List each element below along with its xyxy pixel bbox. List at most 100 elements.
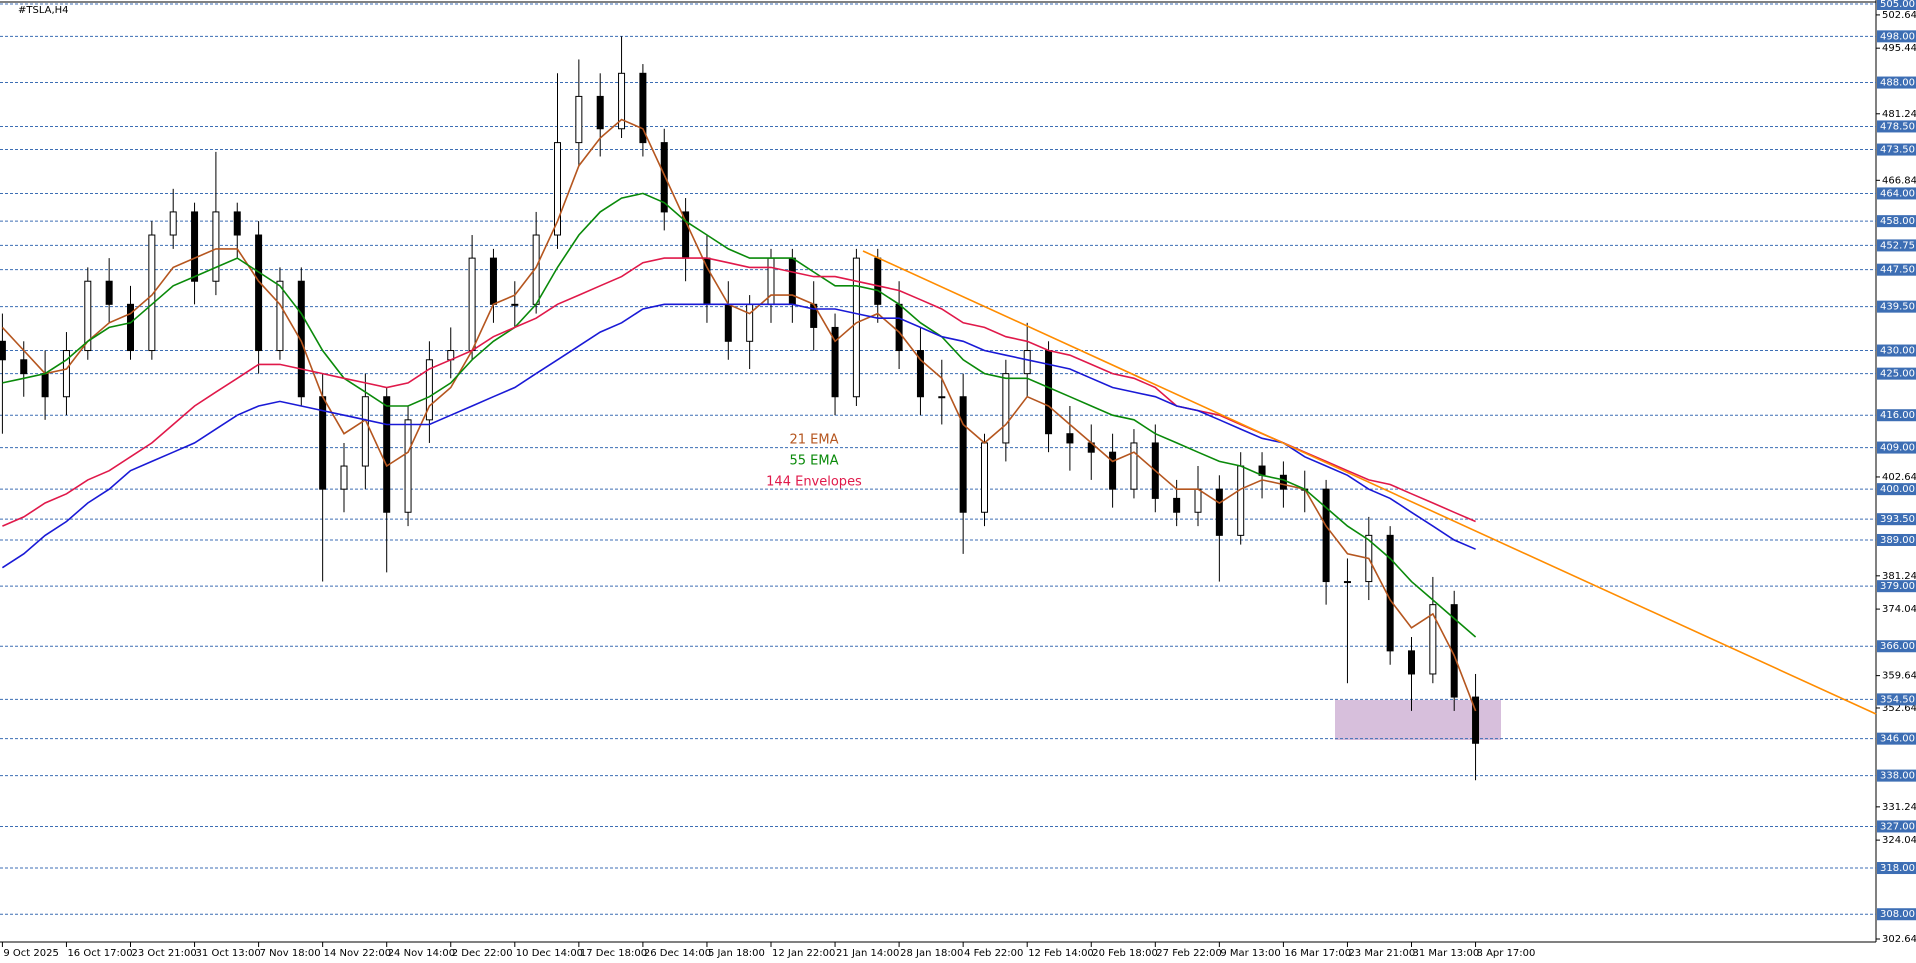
candle-body xyxy=(297,280,305,398)
level-label: 346.00 xyxy=(1880,734,1915,745)
candle-body xyxy=(233,211,241,236)
y-tick-label: 331.24 xyxy=(1882,802,1916,813)
candle-body xyxy=(212,211,220,282)
candle-body xyxy=(1279,474,1287,490)
candle-body xyxy=(1343,581,1351,584)
level-label-bg xyxy=(1877,769,1916,782)
level-label-bg xyxy=(1877,344,1916,357)
x-tick-label: 9 Mar 13:00 xyxy=(1220,948,1280,959)
level-label: 458.00 xyxy=(1880,216,1915,227)
legend-label: 55 EMA xyxy=(790,454,839,469)
y-tick-label: 352.64 xyxy=(1882,703,1916,714)
candle-body xyxy=(746,303,754,342)
candle-body xyxy=(1215,488,1223,536)
candle-body xyxy=(383,396,391,513)
x-tick-label: 21 Jan 14:00 xyxy=(836,948,899,959)
candle-body xyxy=(703,257,711,305)
level-label-bg xyxy=(1877,483,1916,496)
candle-body xyxy=(831,326,839,398)
candle-body xyxy=(41,373,49,398)
ma-line xyxy=(2,192,1477,638)
candle-body xyxy=(1429,604,1437,675)
level-label-bg xyxy=(1877,580,1916,593)
y-tick-label: 466.84 xyxy=(1882,175,1916,186)
candle-body xyxy=(276,280,284,352)
x-tick-label: 23 Mar 21:00 xyxy=(1348,948,1415,959)
candle-body xyxy=(852,257,860,398)
candle-body xyxy=(575,95,583,144)
x-tick-label: 8 Apr 17:00 xyxy=(1477,948,1536,959)
level-label-bg xyxy=(1877,441,1916,454)
candle-body xyxy=(1322,488,1330,583)
candle-body xyxy=(84,280,92,352)
level-label-bg xyxy=(1877,30,1916,43)
x-tick-label: 2 Dec 22:00 xyxy=(452,948,513,959)
level-label-bg xyxy=(1877,640,1916,653)
x-tick-label: 20 Feb 18:00 xyxy=(1092,948,1158,959)
candle-body xyxy=(468,257,476,352)
x-tick-label: 28 Jan 18:00 xyxy=(900,948,963,959)
candle-body xyxy=(981,442,988,513)
y-tick-label: 481.24 xyxy=(1882,109,1916,120)
level-label-bg xyxy=(1877,732,1916,745)
level-label: 416.00 xyxy=(1880,410,1915,421)
level-label: 478.50 xyxy=(1880,121,1915,132)
candle-body xyxy=(554,142,561,236)
level-label: 425.00 xyxy=(1880,369,1915,380)
x-tick-label: 5 Jan 18:00 xyxy=(708,948,765,959)
candle-body xyxy=(1002,373,1010,444)
trendline xyxy=(862,250,1877,715)
candle-body xyxy=(959,396,967,513)
x-tick-label: 12 Feb 14:00 xyxy=(1028,948,1094,959)
x-tick-label: 24 Nov 14:00 xyxy=(388,948,455,959)
level-label-bg xyxy=(1877,120,1916,133)
level-label-bg xyxy=(1877,908,1916,921)
level-label: 366.00 xyxy=(1880,641,1915,652)
candle-body xyxy=(1237,465,1245,536)
level-label-bg xyxy=(1877,143,1916,156)
level-label-bg xyxy=(1877,215,1916,228)
y-tick-label: 381.24 xyxy=(1882,571,1916,582)
level-label: 379.00 xyxy=(1880,581,1915,592)
level-label: 439.50 xyxy=(1880,302,1915,313)
candle-body xyxy=(724,303,732,342)
y-tick-label: 302.64 xyxy=(1882,934,1916,945)
level-label-bg xyxy=(1877,513,1916,526)
x-tick-label: 10 Dec 14:00 xyxy=(516,948,583,959)
candle-body xyxy=(340,465,348,490)
candle-body xyxy=(148,234,156,352)
level-label: 498.00 xyxy=(1880,31,1915,42)
candle-body xyxy=(1109,451,1117,490)
legend-label: 144 Envelopes xyxy=(766,475,862,490)
level-label-bg xyxy=(1877,239,1916,252)
x-tick-label: 23 Oct 21:00 xyxy=(132,948,197,959)
candle-body xyxy=(361,396,369,467)
candle-body xyxy=(127,303,134,352)
y-tick-label: 324.04 xyxy=(1882,835,1916,846)
x-tick-label: 31 Mar 13:00 xyxy=(1413,948,1480,959)
x-tick-label: 4 Feb 22:00 xyxy=(964,948,1023,959)
y-tick-label: 359.64 xyxy=(1882,671,1916,682)
candle-body xyxy=(1130,442,1138,490)
candle-body xyxy=(788,257,796,305)
candle-body xyxy=(425,359,433,421)
chart-title: #TSLA,H4 xyxy=(18,5,69,16)
candle-body xyxy=(20,359,28,375)
candle-body xyxy=(1194,488,1202,513)
x-tick-label: 27 Feb 22:00 xyxy=(1156,948,1222,959)
candle-body xyxy=(489,257,497,305)
ma-line xyxy=(1,303,1476,569)
candle-body xyxy=(596,95,604,130)
y-tick-label: 374.04 xyxy=(1882,604,1916,615)
candle-body xyxy=(660,142,668,213)
level-label-bg xyxy=(1877,409,1916,422)
level-label-bg xyxy=(1877,76,1916,89)
ma-line xyxy=(2,257,1476,527)
y-tick-label: 495.44 xyxy=(1882,43,1916,54)
candle-body xyxy=(62,350,70,398)
level-label: 473.50 xyxy=(1880,145,1915,156)
level-label: 318.00 xyxy=(1880,863,1915,874)
